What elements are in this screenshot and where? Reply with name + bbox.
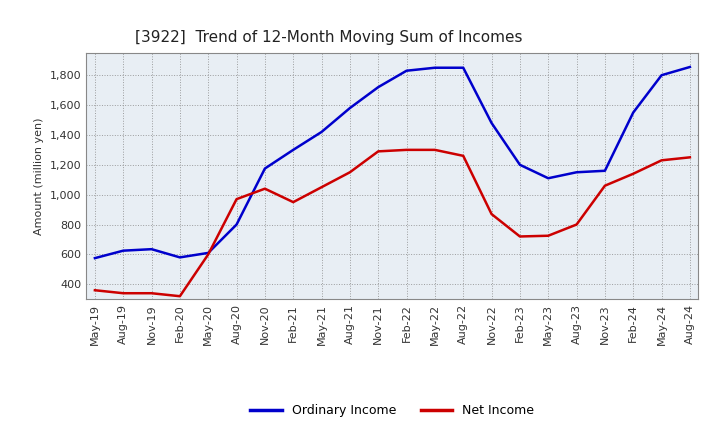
Line: Net Income: Net Income (95, 150, 690, 296)
Net Income (233, 197, 241, 202)
Ordinary Income (544, 176, 552, 181)
Net Income (600, 183, 609, 188)
Net Income (119, 290, 127, 296)
Ordinary Income (657, 73, 666, 78)
Ordinary Income (204, 250, 212, 256)
Ordinary Income (600, 168, 609, 173)
Net Income (402, 147, 411, 153)
Ordinary Income (685, 64, 694, 70)
Ordinary Income (572, 170, 581, 175)
Net Income (572, 222, 581, 227)
Ordinary Income (374, 84, 382, 90)
Net Income (176, 293, 184, 299)
Ordinary Income (91, 256, 99, 261)
Ordinary Income (233, 222, 241, 227)
Net Income (629, 171, 637, 176)
Ordinary Income (487, 121, 496, 126)
Net Income (204, 252, 212, 257)
Net Income (657, 158, 666, 163)
Net Income (346, 170, 354, 175)
Net Income (431, 147, 439, 153)
Ordinary Income (629, 110, 637, 115)
Ordinary Income (346, 106, 354, 111)
Ordinary Income (261, 166, 269, 171)
Ordinary Income (459, 65, 467, 70)
Ordinary Income (431, 65, 439, 70)
Ordinary Income (289, 147, 297, 153)
Ordinary Income (176, 255, 184, 260)
Line: Ordinary Income: Ordinary Income (95, 67, 690, 258)
Ordinary Income (402, 68, 411, 73)
Net Income (374, 149, 382, 154)
Y-axis label: Amount (million yen): Amount (million yen) (35, 117, 45, 235)
Ordinary Income (119, 248, 127, 253)
Net Income (516, 234, 524, 239)
Net Income (487, 212, 496, 217)
Net Income (289, 199, 297, 205)
Ordinary Income (318, 129, 326, 135)
Net Income (91, 288, 99, 293)
Net Income (318, 184, 326, 190)
Net Income (544, 233, 552, 238)
Ordinary Income (148, 246, 156, 252)
Net Income (685, 155, 694, 160)
Ordinary Income (516, 162, 524, 168)
Net Income (459, 153, 467, 158)
Text: [3922]  Trend of 12-Month Moving Sum of Incomes: [3922] Trend of 12-Month Moving Sum of I… (135, 29, 523, 45)
Net Income (148, 290, 156, 296)
Legend: Ordinary Income, Net Income: Ordinary Income, Net Income (246, 399, 539, 422)
Net Income (261, 186, 269, 191)
